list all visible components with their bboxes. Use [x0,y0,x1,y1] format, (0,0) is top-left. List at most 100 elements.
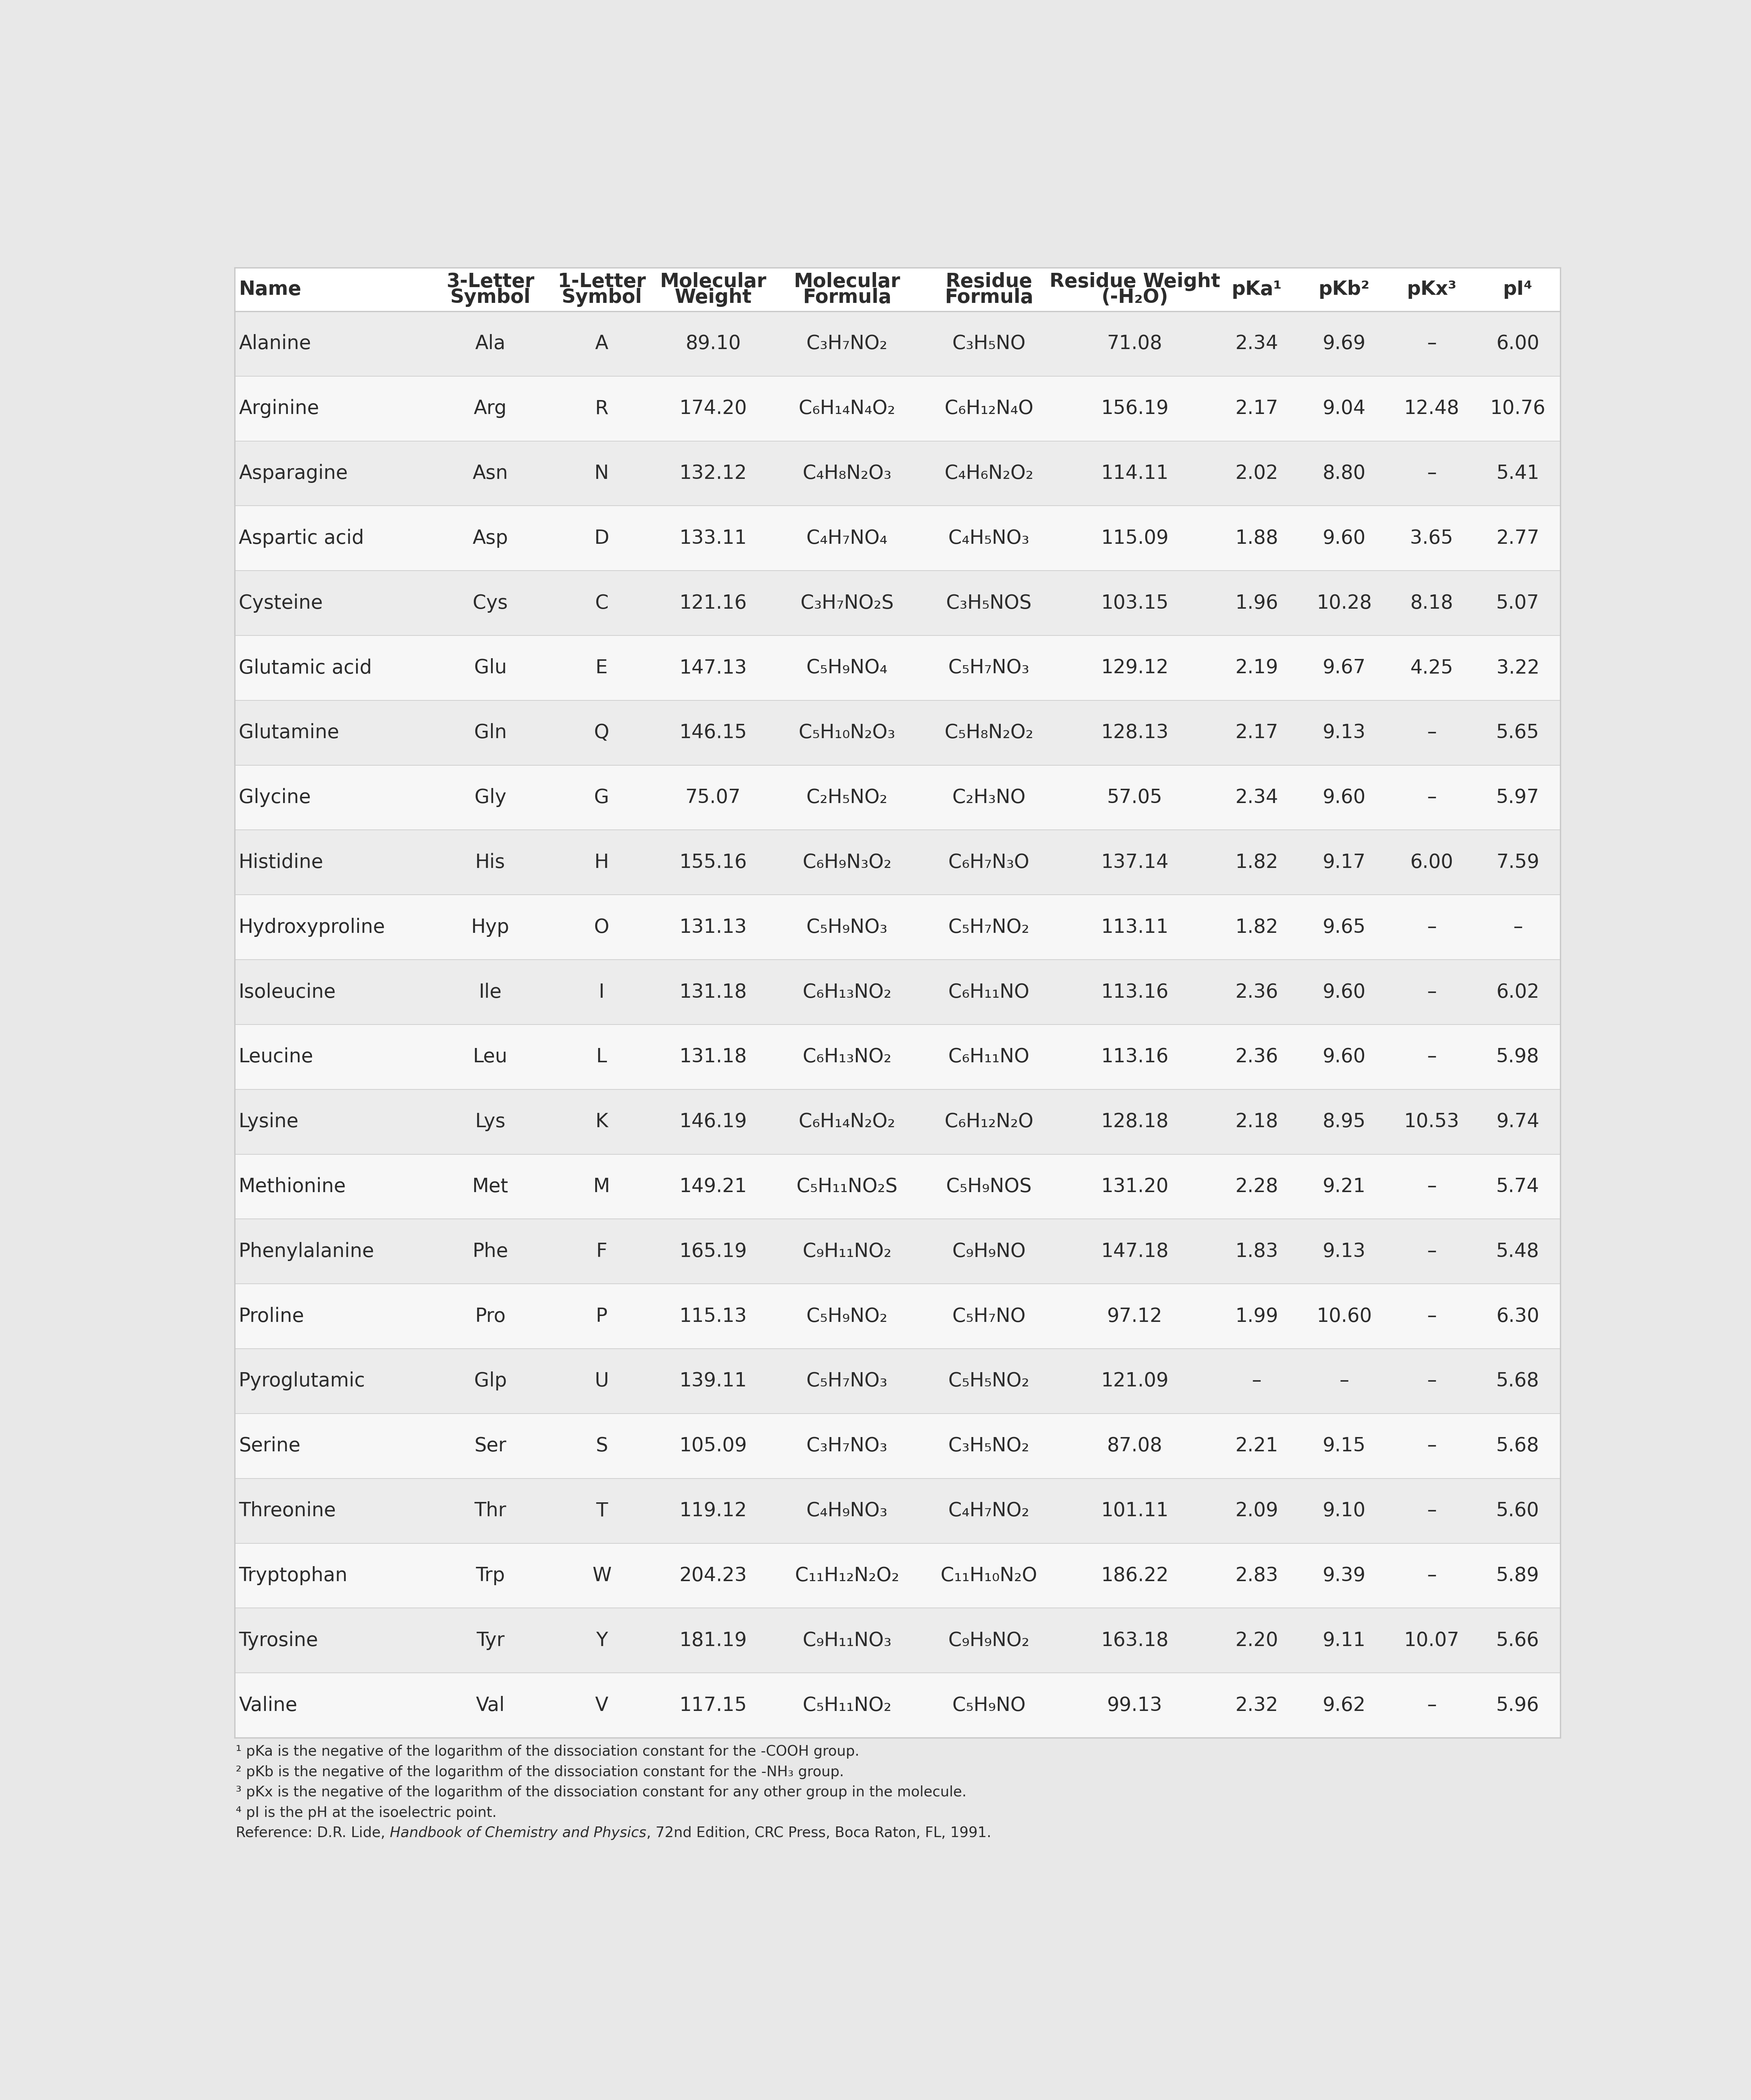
Text: Weight: Weight [674,288,751,307]
Text: Asparagine: Asparagine [238,464,348,483]
Text: C₅H₁₀N₂O₃: C₅H₁₀N₂O₃ [798,722,895,741]
Text: 131.18: 131.18 [679,983,748,1002]
Text: 2.02: 2.02 [1234,464,1278,483]
Text: O: O [594,918,609,937]
Text: C₆H₇N₃O: C₆H₇N₃O [949,853,1030,872]
Text: –: – [1427,1436,1436,1455]
Text: Phe: Phe [473,1241,508,1260]
Text: 9.13: 9.13 [1322,1241,1366,1260]
Text: E: E [595,659,608,678]
Text: C₄H₈N₂O₃: C₄H₈N₂O₃ [802,464,891,483]
Text: 147.13: 147.13 [679,659,748,678]
Text: Leucine: Leucine [238,1048,313,1067]
Text: 10.76: 10.76 [1490,399,1546,418]
Text: 113.11: 113.11 [1101,918,1168,937]
Text: C₅H₅NO₂: C₅H₅NO₂ [949,1371,1030,1390]
Text: C₉H₁₁NO₃: C₉H₁₁NO₃ [802,1632,891,1651]
Text: Alanine: Alanine [238,334,312,353]
Text: 9.60: 9.60 [1322,1048,1366,1067]
Text: C₄H₇NO₄: C₄H₇NO₄ [807,529,888,548]
Text: Asn: Asn [473,464,508,483]
Text: C: C [595,594,609,613]
Text: C₁₁H₁₂N₂O₂: C₁₁H₁₂N₂O₂ [795,1567,898,1585]
Text: 2.09: 2.09 [1234,1502,1278,1520]
Text: Pyroglutamic: Pyroglutamic [238,1371,366,1390]
Text: 129.12: 129.12 [1101,659,1168,678]
Text: Formula: Formula [944,288,1033,307]
Text: pKb²: pKb² [1319,279,1369,298]
Text: –: – [1427,1371,1436,1390]
Text: S: S [595,1436,608,1455]
Text: 3.22: 3.22 [1497,659,1539,678]
Text: Glp: Glp [475,1371,506,1390]
Text: Glutamic acid: Glutamic acid [238,659,371,678]
Text: C₅H₇NO₂: C₅H₇NO₂ [949,918,1030,937]
Bar [235,1413,1560,1478]
Text: 156.19: 156.19 [1101,399,1168,418]
Text: –: – [1427,918,1436,937]
Text: Name: Name [238,279,301,298]
Text: 204.23: 204.23 [679,1567,748,1585]
Text: 9.11: 9.11 [1322,1632,1366,1651]
Text: 5.48: 5.48 [1497,1241,1539,1260]
Text: C₃H₅NOS: C₃H₅NOS [946,594,1031,613]
Text: 2.21: 2.21 [1234,1436,1278,1455]
Text: L: L [597,1048,608,1067]
Text: Ser: Ser [475,1436,506,1455]
Text: 5.07: 5.07 [1497,594,1539,613]
Bar [235,699,1560,764]
Bar [235,376,1560,441]
Text: Glutamine: Glutamine [238,722,340,741]
Text: Lysine: Lysine [238,1113,299,1132]
Text: 2.17: 2.17 [1234,722,1278,741]
Text: D: D [594,529,609,548]
Bar [235,267,1560,311]
Text: –: – [1427,1567,1436,1585]
Text: C₃H₅NO: C₃H₅NO [953,334,1026,353]
Text: 6.02: 6.02 [1497,983,1539,1002]
Bar [235,1090,1560,1155]
Text: –: – [1427,788,1436,806]
Text: 131.18: 131.18 [679,1048,748,1067]
Text: 174.20: 174.20 [679,399,748,418]
Bar [235,311,1560,376]
Text: pI⁴: pI⁴ [1502,279,1532,298]
Text: 99.13: 99.13 [1107,1697,1163,1716]
Text: 2.18: 2.18 [1234,1113,1278,1132]
Text: C₂H₃NO: C₂H₃NO [953,788,1026,806]
Text: 186.22: 186.22 [1101,1567,1168,1585]
Text: pKx³: pKx³ [1406,279,1457,298]
Text: Tyr: Tyr [476,1632,504,1651]
Text: 9.39: 9.39 [1322,1567,1366,1585]
Text: –: – [1427,1178,1436,1197]
Text: Tyrosine: Tyrosine [238,1632,319,1651]
Text: C₄H₇NO₂: C₄H₇NO₂ [949,1502,1030,1520]
Text: 2.77: 2.77 [1497,529,1539,548]
Text: W: W [592,1567,611,1585]
Text: Trp: Trp [476,1567,504,1585]
Text: Serine: Serine [238,1436,301,1455]
Text: 2.19: 2.19 [1234,659,1278,678]
Text: 2.34: 2.34 [1234,334,1278,353]
Text: 10.28: 10.28 [1317,594,1371,613]
Text: 5.68: 5.68 [1497,1436,1539,1455]
Text: C₄H₅NO₃: C₄H₅NO₃ [949,529,1030,548]
Text: Symbol: Symbol [562,288,643,307]
Text: Ala: Ala [475,334,506,353]
Text: 1-Letter: 1-Letter [559,273,646,292]
Text: C₃H₅NO₂: C₃H₅NO₂ [949,1436,1030,1455]
Text: Reference: D.R. Lide,: Reference: D.R. Lide, [236,1827,390,1840]
Text: 8.80: 8.80 [1322,464,1366,483]
Text: C₆H₉N₃O₂: C₆H₉N₃O₂ [802,853,891,872]
Text: –: – [1427,1697,1436,1716]
Text: 132.12: 132.12 [679,464,748,483]
Text: 89.10: 89.10 [685,334,741,353]
Text: 87.08: 87.08 [1107,1436,1163,1455]
Text: 7.59: 7.59 [1497,853,1539,872]
Text: 10.60: 10.60 [1317,1306,1371,1325]
Text: –: – [1340,1371,1348,1390]
Text: Y: Y [595,1632,608,1651]
Text: 4.25: 4.25 [1410,659,1453,678]
Text: Histidine: Histidine [238,853,324,872]
Text: 97.12: 97.12 [1107,1306,1163,1325]
